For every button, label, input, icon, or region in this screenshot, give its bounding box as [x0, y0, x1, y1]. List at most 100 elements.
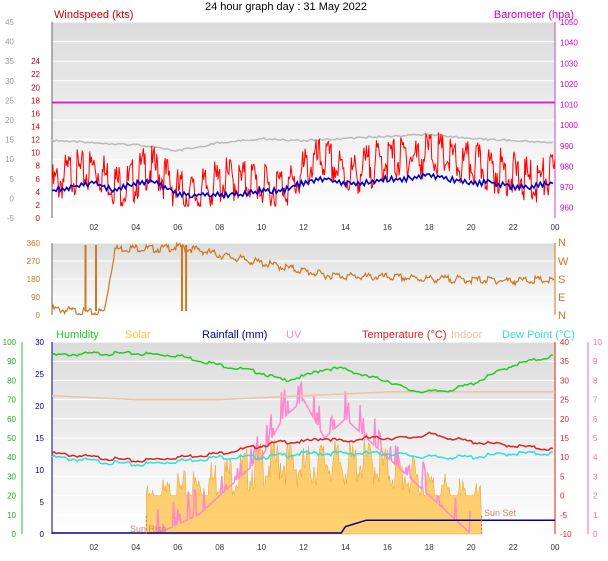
temp-tick-label: 5 [560, 472, 565, 481]
humidity-tick-label: 50 [7, 434, 16, 443]
humidity-tick-label: 60 [7, 415, 16, 424]
temp-tick-label: -10 [560, 530, 572, 539]
humidity-tick-label: 0 [12, 530, 17, 539]
wind-tick-label: 0 [36, 214, 41, 223]
x-tick-label: 12 [299, 223, 308, 232]
temp-tick-label: 15 [560, 434, 569, 443]
x-tick-label: 10 [257, 223, 266, 232]
temp-tick-label: 25 [560, 396, 569, 405]
uv-line [156, 380, 471, 535]
wind-tick-label: 6 [36, 175, 41, 184]
x-tick-label: 06 [173, 543, 182, 552]
rainfall-line [52, 519, 555, 534]
temp-tick-label: 10 [560, 453, 569, 462]
temp-tick-label: 35 [560, 357, 569, 366]
legend-item: Rainfall (mm) [202, 329, 267, 341]
wind-tick-label: 18 [31, 96, 40, 105]
uv-tick-label: 7 [593, 396, 598, 405]
left-tick-label: 10 [5, 155, 14, 164]
uv-tick-label: 4 [593, 453, 598, 462]
temp-tick-label: 20 [560, 415, 569, 424]
baro-tick-label: 1050 [560, 18, 578, 27]
baro-tick-label: 960 [560, 204, 574, 213]
dir-compass-label: W [558, 256, 569, 268]
left-tick-label: 15 [5, 136, 14, 145]
temperature-line [51, 431, 554, 463]
x-tick-label: 16 [383, 223, 392, 232]
dir-tick-label: 90 [31, 293, 40, 302]
baro-tick-label: 1010 [560, 101, 578, 110]
x-tick-label: 00 [551, 543, 560, 552]
baro-tick-label: 1030 [560, 59, 578, 68]
legend-item: UV [286, 329, 302, 341]
x-tick-label: 16 [383, 543, 392, 552]
wind-tick-label: 22 [31, 70, 40, 79]
wind-tick-label: 10 [31, 149, 40, 158]
wind-tick-label: 24 [31, 57, 40, 66]
rain-tick-label: 25 [35, 370, 44, 379]
humidity-tick-label: 70 [7, 396, 16, 405]
humidity-tick-label: 40 [7, 453, 16, 462]
uv-tick-label: 5 [593, 434, 598, 443]
humidity-tick-label: 100 [3, 338, 17, 347]
rain-tick-label: 0 [40, 530, 45, 539]
chart-title: 24 hour graph day : 31 May 2022 [205, 1, 367, 13]
left-tick-label: 0 [10, 194, 15, 203]
rain-tick-label: 30 [35, 338, 44, 347]
legend-item: Indoor [451, 329, 483, 341]
temp-tick-label: 30 [560, 376, 569, 385]
baro-tick-label: 990 [560, 142, 574, 151]
x-tick-label: 12 [299, 543, 308, 552]
legend-item: Solar [125, 329, 151, 341]
humidity-tick-label: 90 [7, 357, 16, 366]
wind-tick-label: 8 [36, 162, 41, 171]
baro-tick-label: 1000 [560, 121, 578, 130]
x-tick-label: 22 [509, 543, 518, 552]
left-tick-label: 20 [5, 116, 14, 125]
indoor-line [51, 391, 555, 401]
dir-compass-label: N [558, 237, 566, 249]
humidity-tick-label: 10 [7, 511, 16, 520]
left-tick-label: 45 [5, 18, 14, 27]
x-tick-label: 06 [173, 223, 182, 232]
sun-rise-label: Sun Rise [130, 524, 167, 534]
x-tick-label: 02 [89, 223, 98, 232]
baro-tick-label: 1020 [560, 80, 578, 89]
humidity-tick-label: 80 [7, 376, 16, 385]
x-tick-label: 08 [215, 223, 224, 232]
x-tick-label: 18 [425, 543, 434, 552]
wind-tick-label: 4 [36, 188, 41, 197]
wind-direction-line [51, 241, 555, 316]
left-tick-label: 30 [5, 77, 14, 86]
x-tick-label: 00 [551, 223, 560, 232]
x-tick-label: 02 [89, 543, 98, 552]
humidity-tick-label: 20 [7, 492, 16, 501]
legend-item: Dew Point (°C) [502, 329, 575, 341]
baro-trend-line [51, 132, 554, 153]
rain-tick-label: 5 [40, 498, 45, 507]
rain-tick-label: 20 [35, 402, 44, 411]
uv-tick-label: 6 [593, 415, 598, 424]
dir-compass-label: E [558, 292, 565, 304]
dir-tick-label: 360 [27, 239, 41, 248]
rain-tick-label: 10 [35, 466, 44, 475]
x-tick-label: 04 [131, 223, 140, 232]
wind-tick-label: 2 [36, 201, 41, 210]
humidity-line [51, 350, 553, 394]
uv-tick-label: 2 [593, 492, 598, 501]
x-tick-label: 14 [341, 543, 350, 552]
uv-tick-label: 3 [593, 472, 598, 481]
dir-tick-label: 180 [27, 275, 41, 284]
humidity-tick-label: 30 [7, 472, 16, 481]
dir-compass-label: S [558, 274, 565, 286]
wind-tick-label: 12 [31, 136, 40, 145]
dir-tick-label: 270 [27, 257, 41, 266]
temp-tick-label: 40 [560, 338, 569, 347]
uv-tick-label: 0 [593, 530, 598, 539]
rain-tick-label: 15 [35, 434, 44, 443]
dir-tick-label: 0 [36, 311, 41, 320]
legend-item: Humidity [56, 329, 99, 341]
left-tick-label: -5 [7, 214, 15, 223]
uv-tick-label: 1 [593, 511, 598, 520]
